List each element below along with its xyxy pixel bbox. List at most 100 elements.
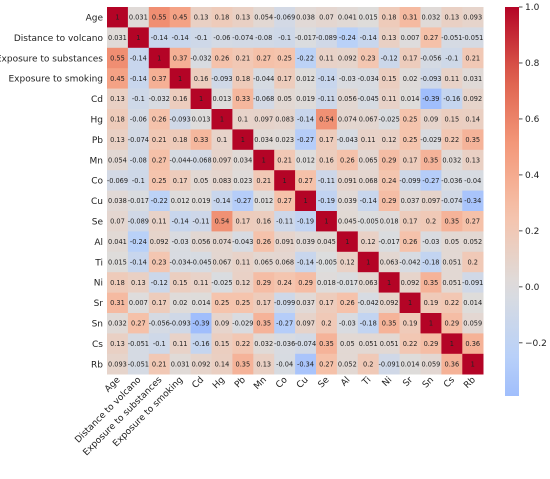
- heatmap-cell-label-16-8: -0.036: [274, 340, 295, 348]
- heatmap-cell-0-10: [316, 7, 338, 28]
- heatmap-cell-2-1: [127, 47, 150, 69]
- heatmap-cell-label-11-10: 0.045: [317, 238, 336, 246]
- y-tick-label: Age: [86, 14, 104, 24]
- heatmap-cell-13-4: [190, 272, 212, 293]
- heatmap-cell-6-5: [211, 129, 233, 151]
- heatmap-cell-7-3: [169, 149, 191, 171]
- heatmap-cell-label-10-14: 0.17: [403, 218, 418, 226]
- heatmap-cell-0-12: [357, 7, 379, 28]
- heatmap-cell-label-15-16: 0.29: [445, 320, 460, 328]
- heatmap-cell-label-2-8: 0.25: [277, 54, 292, 62]
- heatmap-cell-label-1-10: -0.089: [316, 34, 337, 42]
- heatmap-cell-label-1-11: -0.24: [339, 34, 356, 42]
- heatmap-cell-label-12-7: 0.065: [254, 258, 273, 266]
- heatmap-cell-label-16-1: -0.051: [128, 340, 149, 348]
- heatmap-cell-label-13-3: 0.15: [173, 279, 188, 287]
- heatmap-cell-label-8-2: 0.25: [152, 177, 167, 185]
- heatmap-cell-17-12: [357, 353, 379, 375]
- heatmap-cell-16-6: [232, 333, 254, 355]
- heatmap-cell-label-16-15: 0.29: [424, 340, 439, 348]
- y-axis-tick-labels: Age Distance to volcano Exposure to substa…: [0, 14, 103, 371]
- heatmap-cell-2-11: [336, 47, 359, 69]
- heatmap-cell-7-13: [378, 149, 400, 171]
- heatmap-cell-label-3-15: -0.093: [420, 75, 441, 83]
- y-tick-label: Cu: [91, 197, 103, 207]
- heatmap-cell-1-12: [357, 27, 379, 49]
- heatmap-cell-3-17: [462, 68, 484, 89]
- heatmap-cell-14-6: [232, 292, 254, 314]
- heatmap-cell-label-0-4: 0.13: [194, 14, 209, 22]
- x-tick-label: Co: [274, 375, 290, 391]
- heatmap-cell-label-5-13: -0.025: [379, 116, 400, 124]
- heatmap-cell-11-8: [274, 231, 296, 253]
- heatmap-cell-3-16: [441, 68, 463, 89]
- heatmap-cell-1-9: [295, 27, 317, 49]
- heatmap-cell-label-16-9: -0.074: [295, 340, 316, 348]
- heatmap-cell-5-15: [420, 109, 442, 130]
- heatmap-cell-6-0: [107, 129, 129, 151]
- heatmap-cell-3-12: [357, 68, 379, 89]
- heatmap-cell-label-3-3: 1: [178, 75, 182, 83]
- heatmap-cell-13-11: [336, 272, 359, 293]
- heatmap-cell-label-7-10: 0.16: [319, 156, 334, 164]
- heatmap-cell-label-17-13: -0.091: [379, 360, 400, 368]
- heatmap-cell-label-11-5: 0.074: [213, 238, 232, 246]
- heatmap-cell-10-9: [295, 211, 317, 232]
- heatmap-cell-label-17-12: 0.2: [363, 360, 374, 368]
- heatmap-cell-7-11: [336, 149, 359, 171]
- heatmap-cell-label-3-1: -0.14: [130, 75, 147, 83]
- y-tick-label: Rb: [91, 360, 103, 370]
- y-tick-label: Cs: [92, 340, 103, 350]
- heatmap-cell-9-17: [462, 190, 484, 212]
- heatmap-cell-label-13-2: -0.12: [151, 279, 168, 287]
- heatmap-cell-label-11-15: -0.03: [422, 238, 439, 246]
- heatmap-cell-label-13-15: 0.35: [424, 279, 439, 287]
- heatmap-cell-label-14-12: -0.042: [358, 299, 379, 307]
- heatmap-cell-label-5-9: -0.14: [297, 116, 314, 124]
- heatmap-cell-2-2: [148, 47, 170, 69]
- heatmap-cell-2-12: [357, 47, 379, 69]
- heatmap-cell-label-7-5: 0.097: [213, 156, 232, 164]
- heatmap-cell-16-14: [399, 333, 421, 355]
- heatmap-cell-label-14-14: 1: [408, 299, 412, 307]
- heatmap-cell-13-5: [211, 272, 233, 293]
- heatmap-cell-label-0-16: 0.13: [445, 14, 460, 22]
- heatmap-cell-label-14-6: 0.25: [236, 299, 251, 307]
- x-tick-label: Ni: [381, 375, 395, 389]
- heatmap-cell-label-2-4: -0.032: [190, 54, 211, 62]
- heatmap-cell-label-3-5: -0.093: [211, 75, 232, 83]
- heatmap-cell-label-16-12: 0.051: [359, 340, 378, 348]
- heatmap-cell-label-3-16: 0.11: [445, 75, 460, 83]
- heatmap-cell-label-10-12: -0.005: [358, 218, 379, 226]
- heatmap-cell-label-10-6: 0.17: [236, 218, 251, 226]
- heatmap-cell-14-15: [420, 292, 442, 314]
- heatmap-cell-label-11-0: 0.041: [108, 238, 127, 246]
- colorbar-tick-label: 0.0: [525, 283, 540, 293]
- heatmap-cell-label-12-8: 0.068: [275, 258, 294, 266]
- heatmap-cell-label-4-14: 0.014: [401, 95, 420, 103]
- heatmap-cell-0-16: [441, 7, 463, 28]
- heatmap-cell-label-11-16: 0.05: [445, 238, 460, 246]
- heatmap-cell-10-8: [274, 211, 296, 232]
- heatmap-cell-label-11-2: 0.092: [150, 238, 169, 246]
- heatmap-cell-label-3-12: -0.034: [358, 75, 379, 83]
- heatmap-cell-4-17: [462, 88, 484, 110]
- heatmap-cell-13-16: [441, 272, 463, 293]
- heatmap-cell-label-16-17: 0.36: [465, 340, 480, 348]
- heatmap-cell-label-16-11: 0.05: [340, 340, 355, 348]
- heatmap-cell-12-12: [357, 251, 379, 273]
- y-tick-label: Sn: [92, 320, 103, 330]
- heatmap-cell-label-17-17: 1: [471, 360, 475, 368]
- heatmap-cell-3-1: [127, 68, 150, 89]
- heatmap-cell-11-7: [253, 231, 275, 253]
- heatmap-cell-label-7-0: 0.054: [108, 156, 127, 164]
- heatmap-cell-2-6: [232, 47, 254, 69]
- heatmap-cell-label-17-8: -0.04: [276, 360, 293, 368]
- heatmap-cell-label-7-14: 0.17: [403, 156, 418, 164]
- heatmap-cell-4-12: [357, 88, 379, 110]
- heatmap-cell-label-4-2: -0.032: [149, 95, 170, 103]
- y-tick-label: Se: [92, 218, 104, 228]
- heatmap-cell-label-11-13: -0.017: [379, 238, 400, 246]
- heatmap-cell-11-0: [107, 231, 129, 253]
- heatmap-cell-7-5: [211, 149, 233, 171]
